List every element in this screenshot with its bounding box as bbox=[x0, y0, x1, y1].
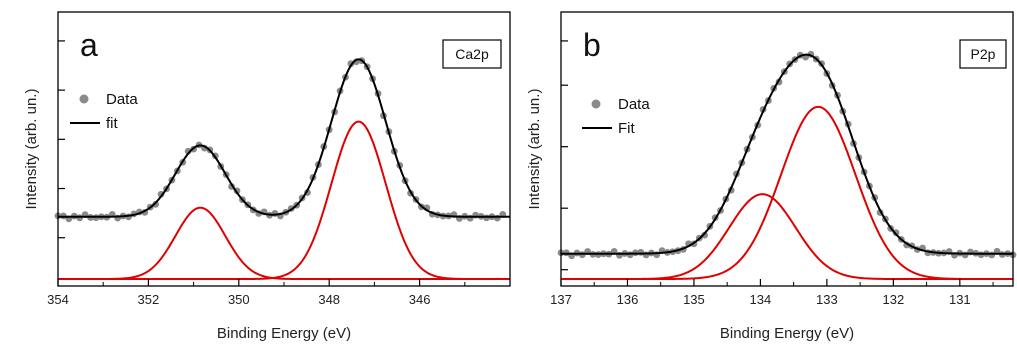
x-tick-label: 354 bbox=[47, 292, 69, 307]
x-tick-label: 346 bbox=[409, 292, 431, 307]
x-tick-label: 348 bbox=[318, 292, 340, 307]
data-point bbox=[152, 200, 160, 208]
legend-data-label: Data bbox=[618, 96, 650, 113]
x-tick-label: 136 bbox=[617, 292, 639, 307]
panel-a: 354 352 350 348 346 Binding Energy (eV) Intens… bbox=[23, 11, 511, 342]
component-curve-1 bbox=[561, 193, 1013, 281]
legend-data-marker bbox=[591, 99, 601, 109]
legend-data-marker bbox=[79, 94, 89, 104]
x-tick-label: 352 bbox=[138, 292, 160, 307]
element-tag: Ca2p bbox=[455, 46, 489, 62]
panel-letter: b bbox=[583, 27, 601, 63]
x-tick-label: 131 bbox=[949, 292, 971, 307]
panel-letter: a bbox=[80, 27, 98, 63]
plot-frame bbox=[57, 11, 511, 287]
panel-b: 137 136 135 134 133 132 131 Binding Energy (eV)… bbox=[526, 11, 1017, 342]
component-curve-1 bbox=[58, 206, 510, 281]
component-curve-2 bbox=[561, 105, 1013, 281]
element-tag-box bbox=[959, 39, 1007, 69]
x-tick-label: 137 bbox=[550, 292, 572, 307]
data-point bbox=[701, 231, 708, 239]
x-tick-label: 132 bbox=[883, 292, 905, 307]
component-curve-2 bbox=[58, 120, 510, 281]
legend-data-label: Data bbox=[106, 91, 138, 108]
x-axis-label: Binding Energy (eV) bbox=[720, 325, 854, 342]
y-axis-label: Intensity (arb. un.) bbox=[526, 89, 543, 210]
element-tag: P2p bbox=[971, 46, 996, 62]
fit-curve bbox=[58, 58, 510, 218]
fit-curve bbox=[561, 53, 1013, 255]
x-axis-label: Binding Energy (eV) bbox=[217, 325, 351, 342]
x-tick-label: 350 bbox=[228, 292, 250, 307]
y-axis-label: Intensity (arb. un.) bbox=[23, 89, 40, 210]
x-tick-label: 133 bbox=[816, 292, 838, 307]
element-tag-box bbox=[442, 39, 502, 69]
plot-frame bbox=[560, 11, 1014, 287]
x-tick-label: 135 bbox=[683, 292, 705, 307]
x-tick-label: 134 bbox=[750, 292, 772, 307]
legend-fit-label: Fit bbox=[618, 120, 635, 137]
legend-fit-label: fit bbox=[106, 115, 119, 132]
